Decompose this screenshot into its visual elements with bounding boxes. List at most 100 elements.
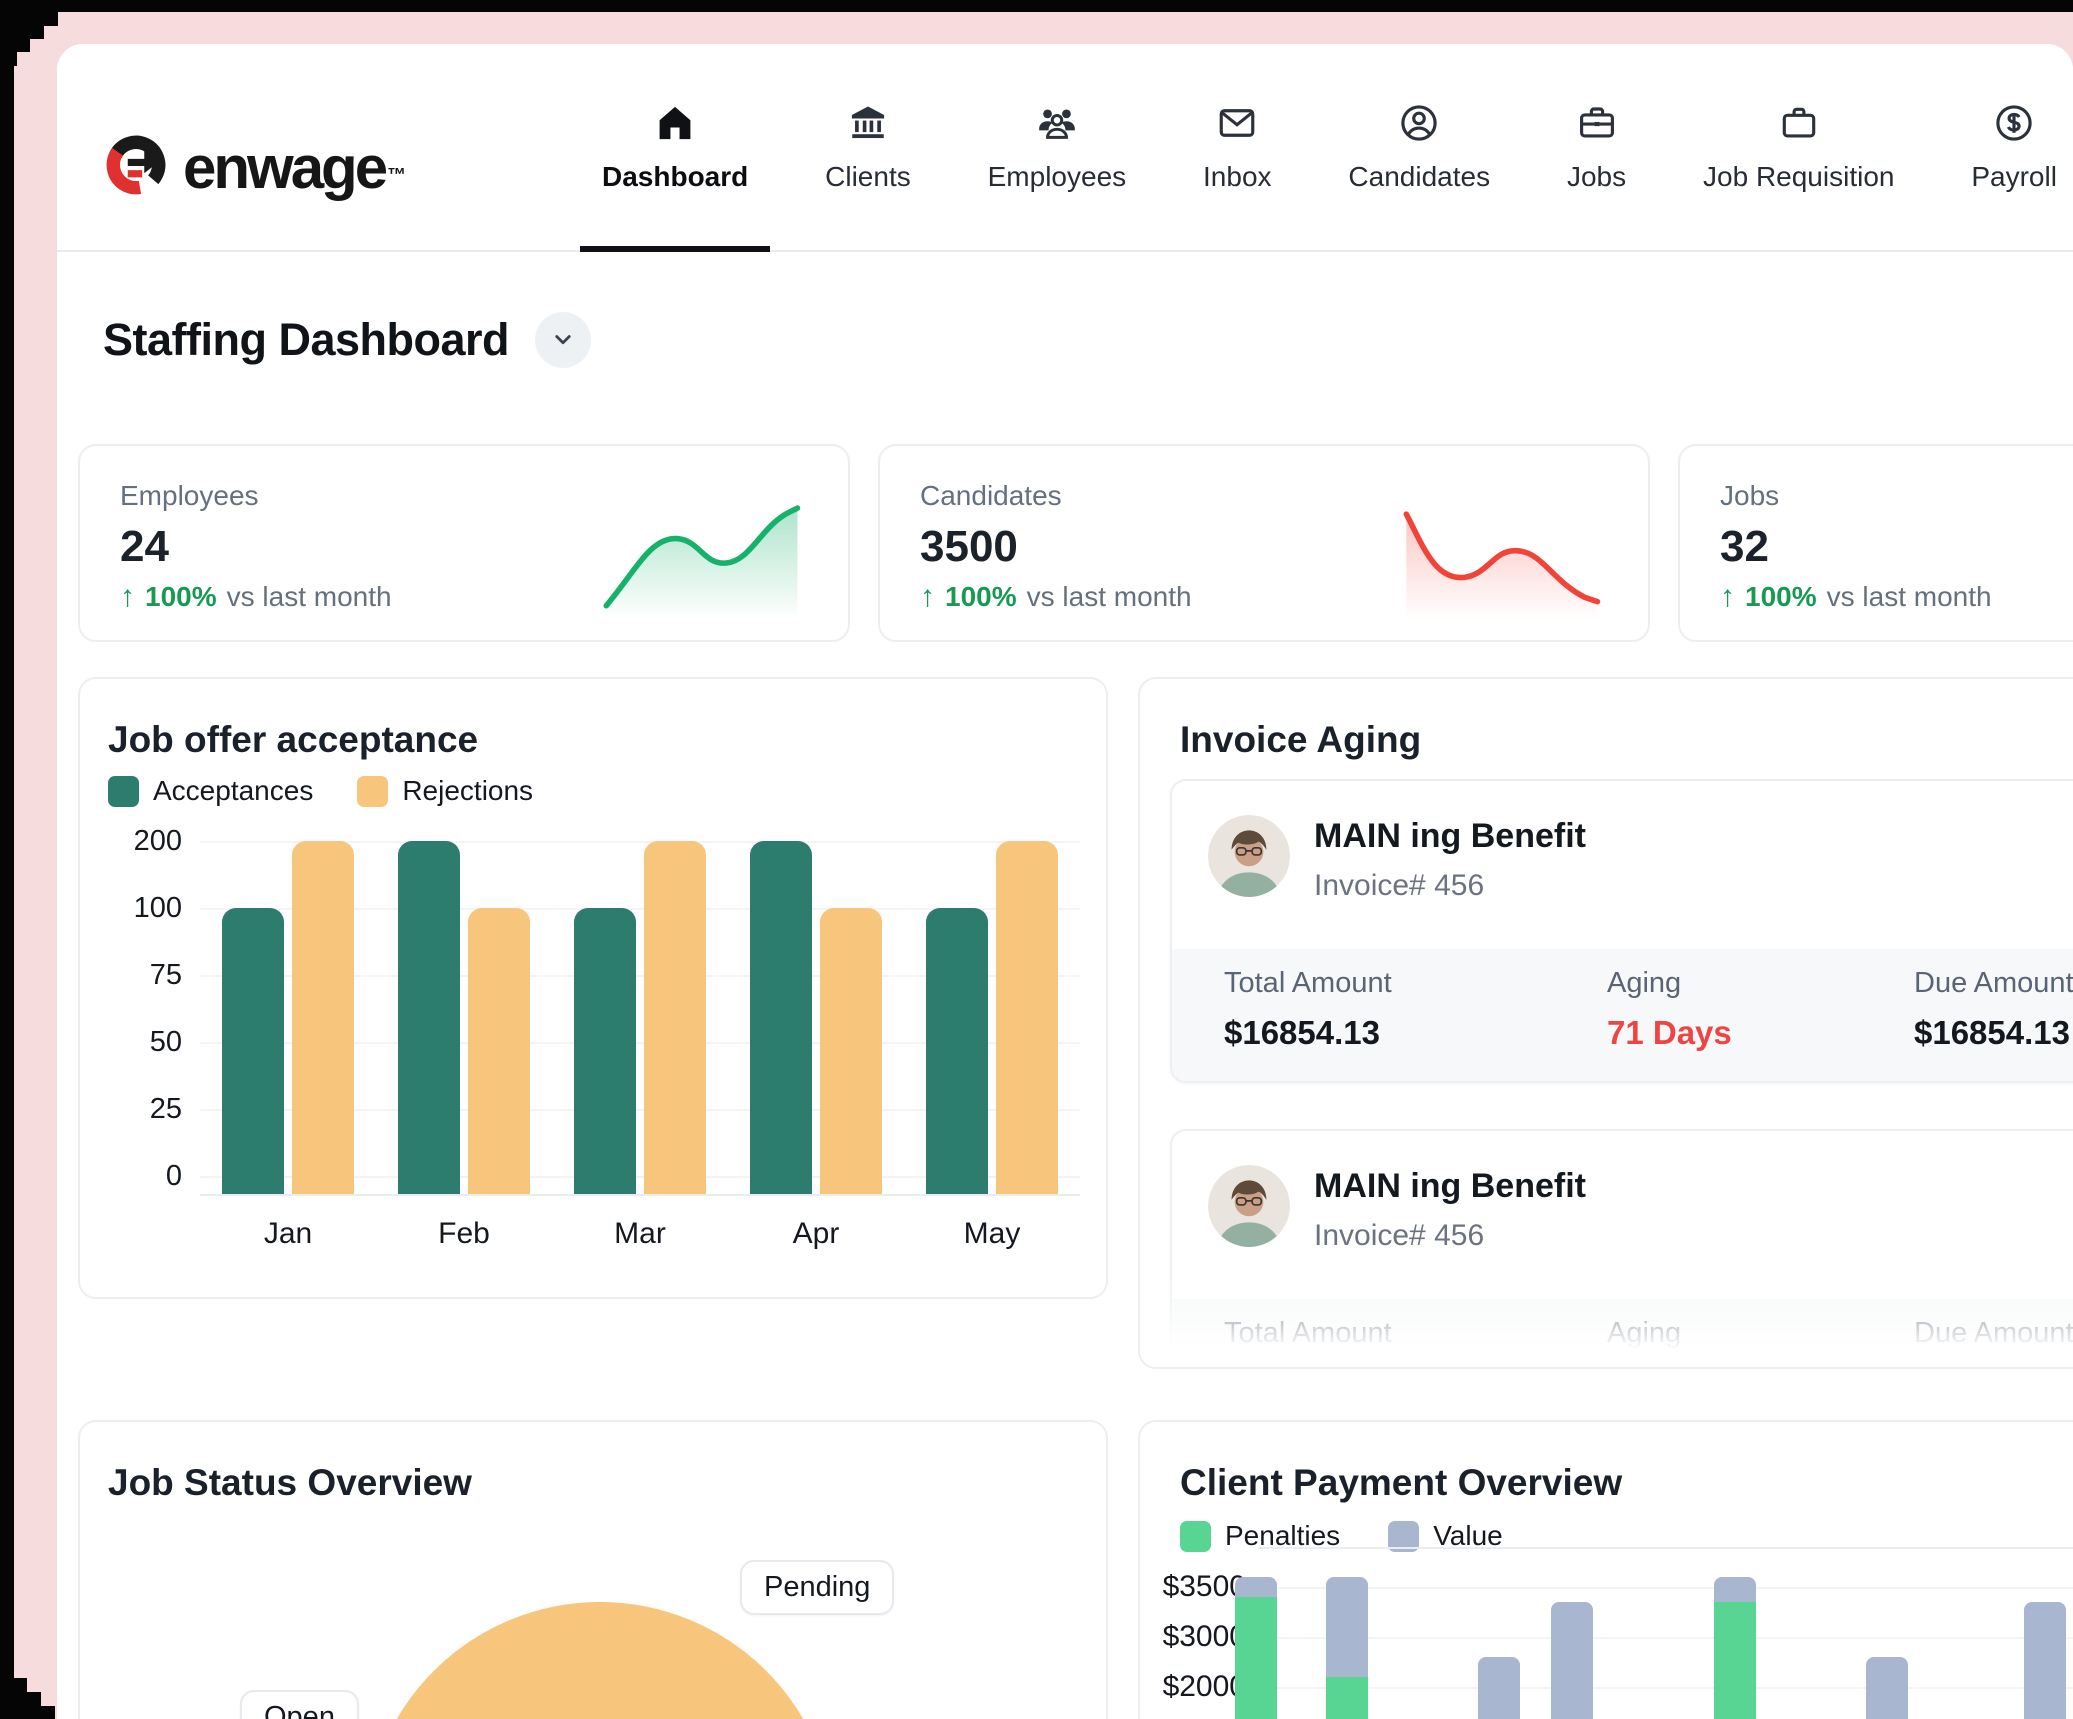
stacked-bar: [1326, 1577, 1368, 1719]
app-window: enwage ™ Dashboard Clients Employees: [57, 44, 2073, 1719]
stair-step: [13, 1678, 27, 1719]
invoice-client-name: MAIN ing Benefit: [1314, 817, 1586, 855]
col-value-aging: 71 Days: [1607, 1364, 1732, 1367]
stat-value: 3500: [920, 522, 1018, 571]
nav-item-dashboard[interactable]: Dashboard: [602, 44, 748, 250]
stat-label: Jobs: [1720, 480, 1780, 511]
stat-card-employees: Employees 24 ↑ 100% vs last month: [78, 444, 850, 642]
stair-step: [0, 12, 58, 26]
col-value: $16854.13: [1224, 1014, 1380, 1051]
bar-acceptances: [750, 841, 812, 1194]
panel-title: Client Payment Overview: [1180, 1462, 1623, 1503]
dashboard-switcher-button[interactable]: [535, 312, 592, 368]
due-amount-col: Due Amount $16854.13: [1914, 967, 2073, 1052]
nav-item-jobs[interactable]: Jobs: [1567, 44, 1626, 250]
left-edge-bar: [0, 0, 13, 1719]
x-tick-label: Mar: [614, 1217, 666, 1250]
nav-item-label: Job Requisition: [1703, 160, 1895, 192]
job-status-pie-chart: [365, 1602, 835, 1719]
nav-item-payroll[interactable]: Payroll: [1971, 44, 2057, 250]
invoice-amounts-strip: Total Amount $16854.13 Aging 71 Days Due…: [1172, 1299, 2073, 1367]
gridline: [1258, 1637, 2073, 1639]
sparkline-up-green: [603, 505, 801, 620]
legend-item-value[interactable]: Value: [1388, 1520, 1503, 1552]
brand-tm: ™: [387, 165, 407, 187]
nav-item-job-requisition[interactable]: Job Requisition: [1703, 44, 1894, 250]
nav-item-clients[interactable]: Clients: [825, 44, 911, 250]
x-tick-label: Jan: [263, 1217, 313, 1250]
col-label: Total Amount: [1224, 967, 1392, 999]
brand-logo[interactable]: enwage ™: [103, 132, 406, 203]
y-tick-label: $3000: [1162, 1620, 1246, 1653]
job-status-overview-panel: Job Status Overview Pending Open: [78, 1420, 1108, 1719]
dollar-circle-icon: [1993, 102, 2035, 151]
acceptances-swatch: [108, 775, 139, 807]
panel-title: Job Status Overview: [108, 1462, 472, 1503]
brand-logo-icon: [103, 132, 169, 203]
stair-step: [27, 1692, 41, 1719]
stacked-bar: [1478, 1657, 1520, 1719]
bar-penalties-segment: [1235, 1597, 1277, 1719]
envelope-icon: [1216, 102, 1258, 151]
value-swatch: [1388, 1520, 1420, 1552]
col-value: $16854.13: [1914, 1014, 2070, 1051]
bar-acceptances: [574, 908, 636, 1194]
bar-rejections: [292, 841, 354, 1194]
nav-item-label: Inbox: [1203, 160, 1272, 192]
chevron-down-icon: [548, 324, 578, 357]
pie-label-open: Open: [240, 1690, 359, 1719]
y-tick-label: 75: [149, 959, 182, 991]
gridline: [200, 1042, 1080, 1044]
stair-step: [0, 52, 17, 66]
bank-icon: [847, 102, 889, 151]
nav-item-inbox[interactable]: Inbox: [1203, 44, 1272, 250]
y-tick-label: $2000: [1162, 1670, 1246, 1703]
invoice-client-name: MAIN ing Benefit: [1314, 1167, 1586, 1205]
client-payment-legend: Penalties Value: [1180, 1520, 1503, 1552]
bar-rejections: [820, 908, 882, 1194]
stacked-bar: [1551, 1602, 1593, 1719]
invoice-number: Invoice# 456: [1314, 869, 1485, 902]
arrow-up-icon: ↑: [1720, 580, 1735, 613]
bar-acceptances: [222, 908, 284, 1194]
stat-label: Candidates: [920, 480, 1062, 511]
gridline: [1258, 1587, 2073, 1589]
nav-item-label: Jobs: [1566, 160, 1627, 192]
y-tick-label: 0: [165, 1160, 182, 1192]
page-header: Staffing Dashboard: [103, 312, 592, 368]
legend-item-rejections[interactable]: Rejections: [357, 775, 533, 807]
avatar: [1208, 1165, 1290, 1247]
legend-item-acceptances[interactable]: Acceptances: [108, 775, 313, 807]
nav-item-candidates[interactable]: Candidates: [1348, 44, 1490, 250]
stat-delta-pct: 100%: [1745, 581, 1817, 612]
job-offer-legend: Acceptances Rejections: [108, 775, 533, 807]
bar-penalties-segment: [1326, 1677, 1368, 1719]
legend-label: Penalties: [1225, 1520, 1341, 1551]
client-payment-plot: $3500$3000$2000$1500: [1140, 1422, 2073, 1719]
legend-label: Rejections: [402, 775, 534, 806]
users-icon: [1036, 102, 1078, 151]
nav-item-label: Payroll: [1971, 160, 2057, 192]
stat-delta-note: vs last month: [1826, 581, 1992, 612]
nav-item-employees[interactable]: Employees: [988, 44, 1126, 250]
panel-title: Invoice Aging: [1180, 719, 1422, 760]
panel-title: Job offer acceptance: [108, 719, 479, 760]
legend-item-penalties[interactable]: Penalties: [1180, 1520, 1340, 1552]
stacked-bar: [1714, 1577, 1756, 1719]
invoice-number: Invoice# 456: [1314, 1219, 1485, 1252]
nav-item-label: Candidates: [1348, 160, 1491, 192]
col-label: Aging: [1607, 1317, 1682, 1349]
stat-delta-note: vs last month: [226, 581, 392, 612]
invoice-card[interactable]: MAIN ing Benefit Invoice# 456 Total Amou…: [1170, 1129, 2073, 1367]
aging-col: Aging 71 Days: [1607, 967, 1732, 1052]
invoice-card[interactable]: MAIN ing Benefit Invoice# 456 Total Amou…: [1170, 779, 2073, 1083]
total-amount-col: Total Amount $16854.13: [1224, 967, 1392, 1052]
stat-delta: ↑ 100% vs last month: [120, 580, 392, 614]
client-payment-overview-panel: Client Payment Overview Penalties Value …: [1138, 1420, 2073, 1719]
gridline: [200, 908, 1080, 910]
y-tick-label: $3500: [1162, 1570, 1246, 1603]
stat-delta-pct: 100%: [145, 581, 217, 612]
stat-label: Employees: [120, 480, 259, 511]
top-navbar: enwage ™ Dashboard Clients Employees: [57, 44, 2073, 252]
bar-rejections: [644, 841, 706, 1194]
